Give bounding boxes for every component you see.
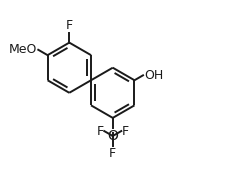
Text: O: O bbox=[107, 129, 118, 143]
Text: MeO: MeO bbox=[9, 43, 37, 56]
Text: F: F bbox=[96, 124, 103, 138]
Text: F: F bbox=[65, 19, 73, 32]
Text: F: F bbox=[121, 124, 128, 138]
Text: OH: OH bbox=[143, 69, 162, 82]
Text: F: F bbox=[109, 147, 116, 160]
